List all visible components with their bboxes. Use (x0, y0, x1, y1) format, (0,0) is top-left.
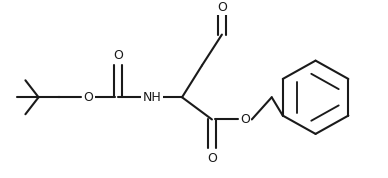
Text: NH: NH (143, 91, 161, 104)
Text: O: O (113, 49, 123, 62)
Text: O: O (207, 151, 217, 164)
Text: O: O (240, 113, 250, 126)
Text: O: O (83, 91, 94, 104)
Text: O: O (217, 1, 227, 14)
